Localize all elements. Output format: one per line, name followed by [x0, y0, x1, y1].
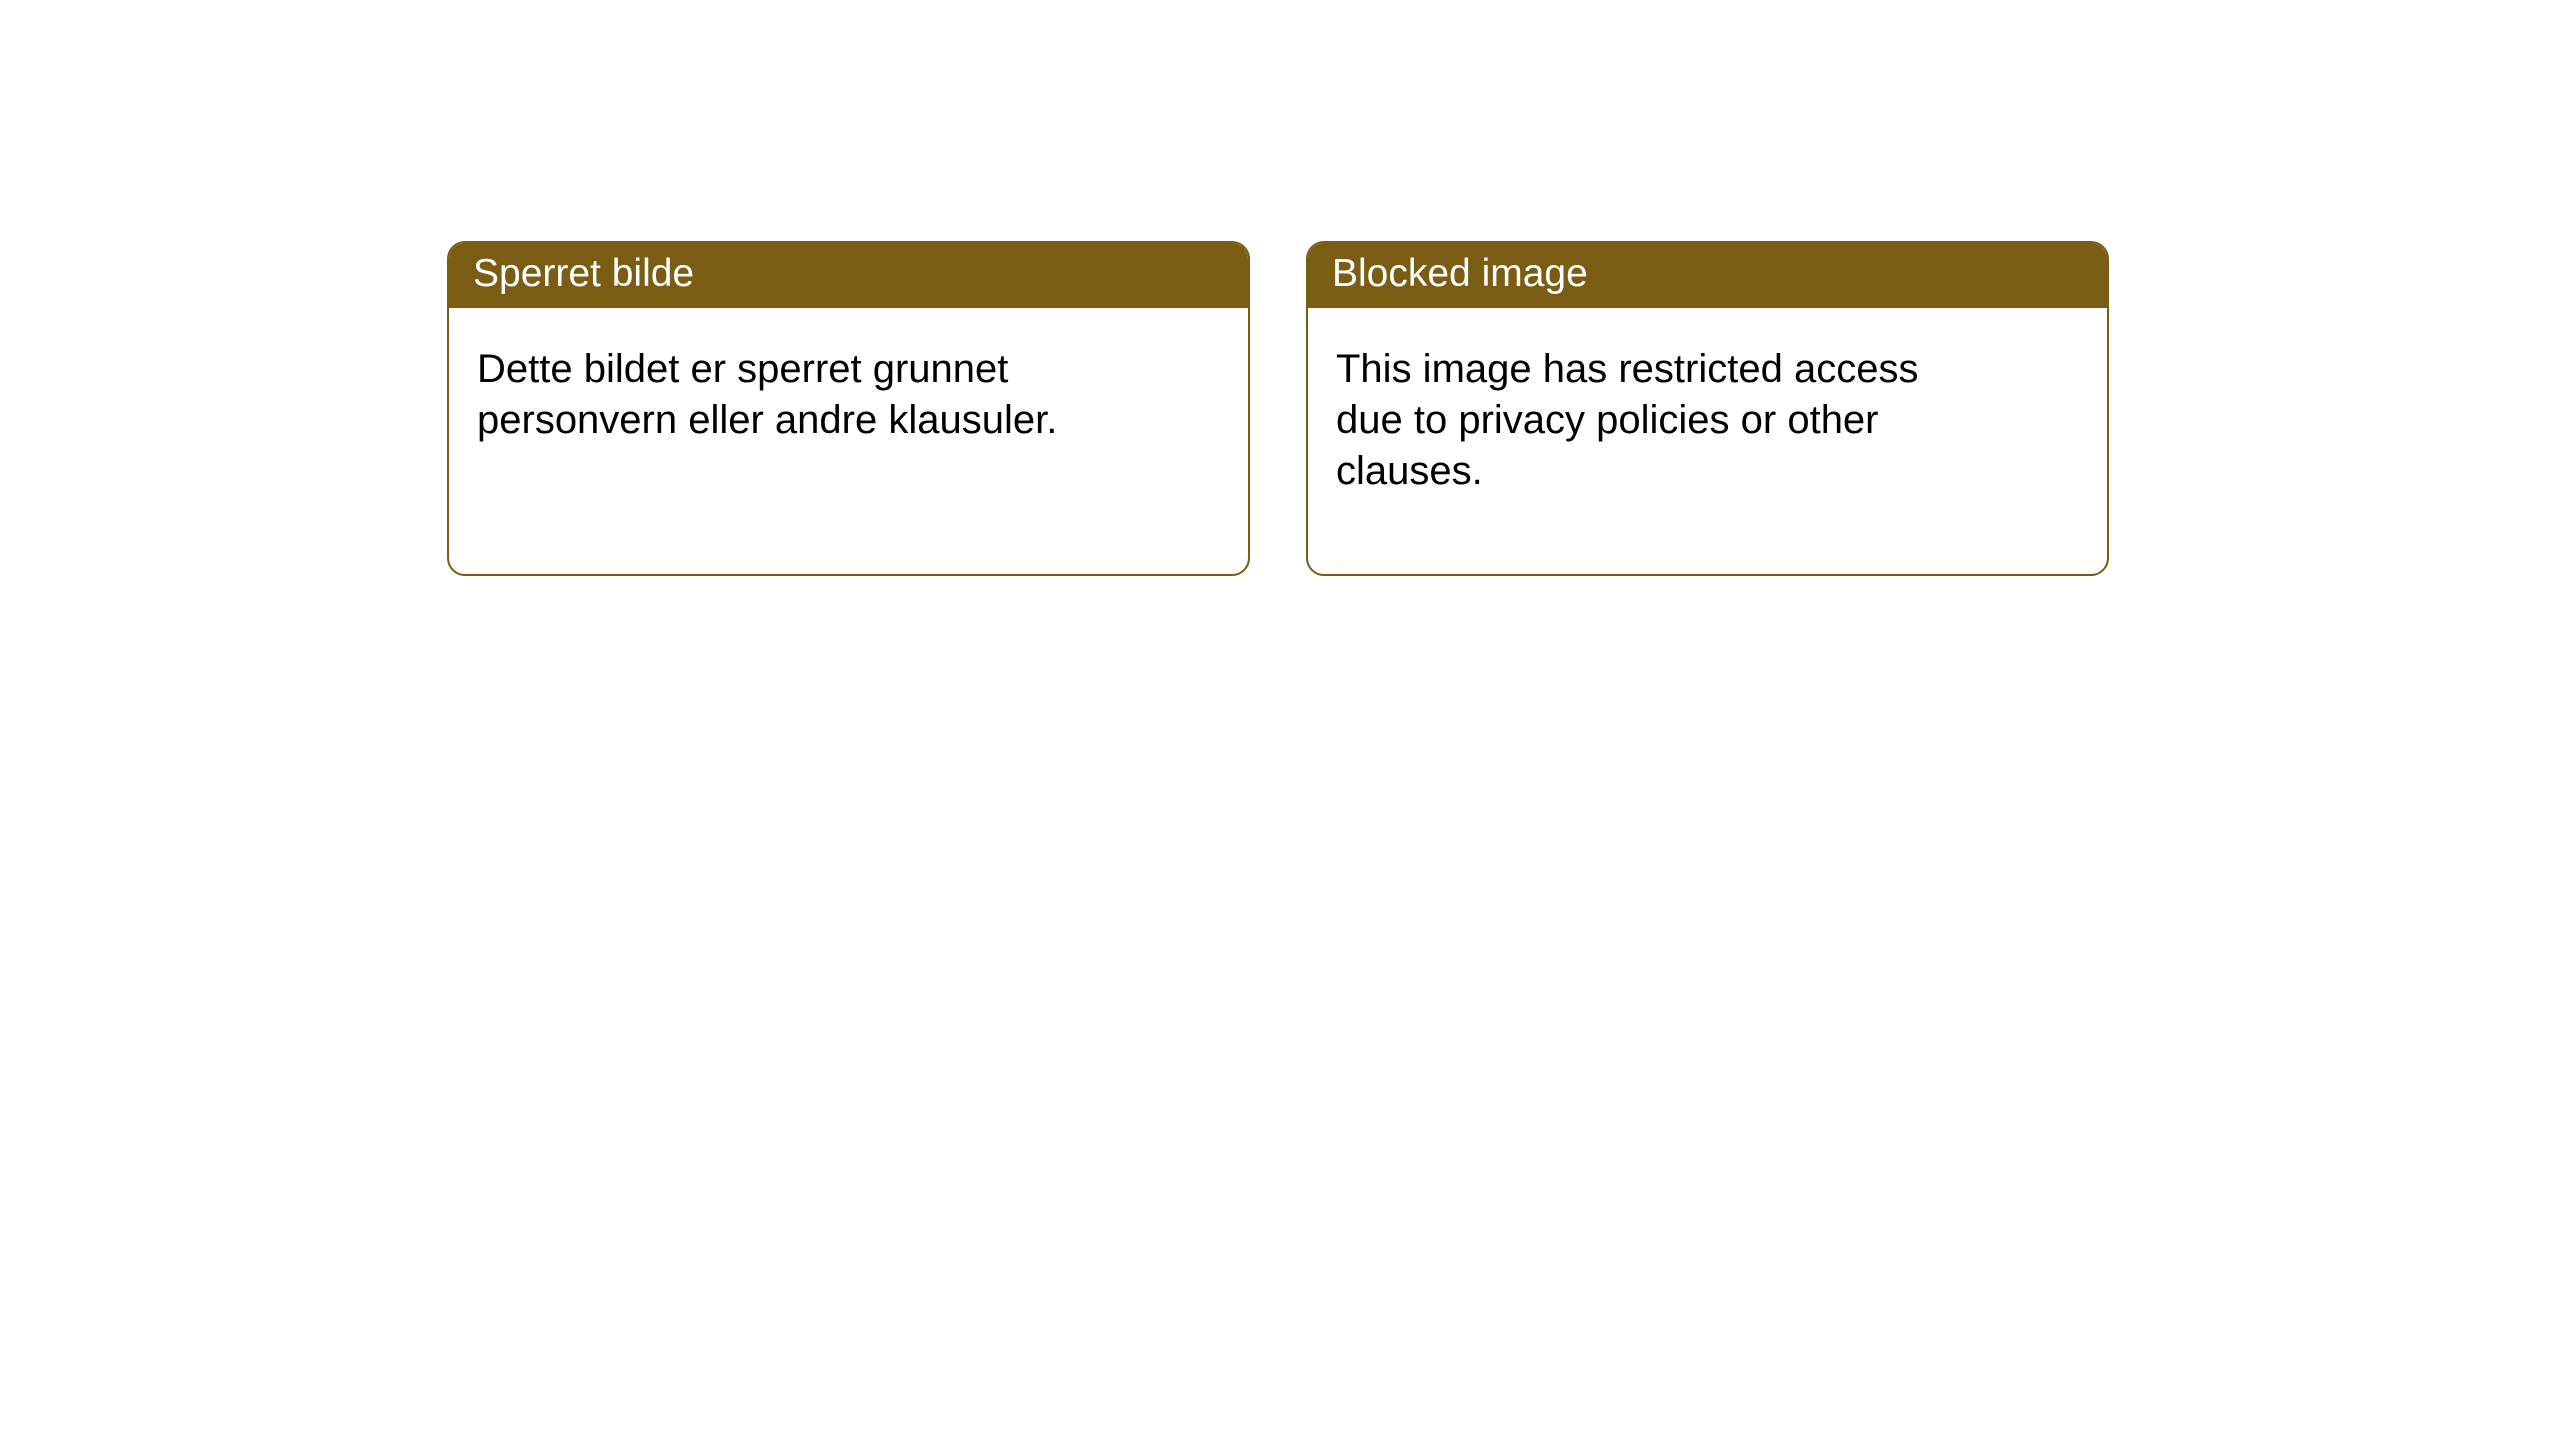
notice-body: This image has restricted access due to … — [1308, 308, 2008, 522]
notice-header: Sperret bilde — [449, 243, 1248, 308]
notice-header: Blocked image — [1308, 243, 2107, 308]
notice-card-norwegian: Sperret bilde Dette bildet er sperret gr… — [447, 241, 1250, 576]
notice-card-english: Blocked image This image has restricted … — [1306, 241, 2109, 576]
notice-container: Sperret bilde Dette bildet er sperret gr… — [0, 0, 2560, 576]
notice-body: Dette bildet er sperret grunnet personve… — [449, 308, 1149, 470]
